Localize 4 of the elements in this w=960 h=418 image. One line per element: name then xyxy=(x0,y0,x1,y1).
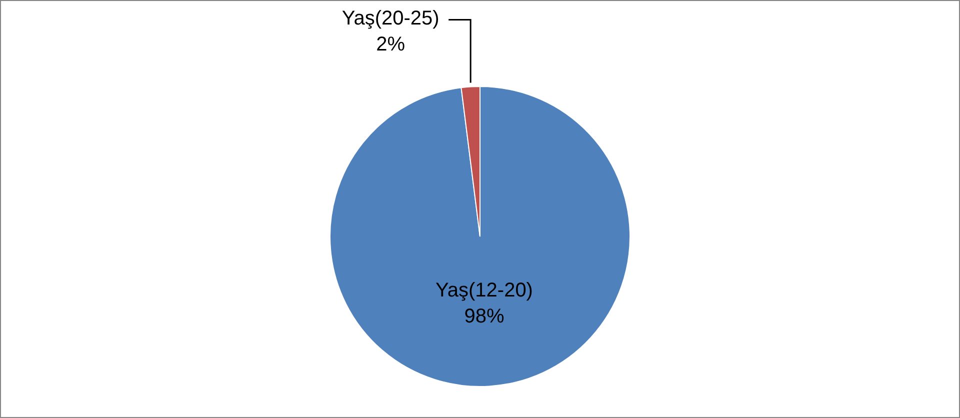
slice-label: Yaş(12-20) xyxy=(436,279,533,302)
data-label: 98% xyxy=(464,305,504,328)
slice-label: Yaş(20-25) xyxy=(342,7,440,30)
data-label: 2% xyxy=(376,33,406,56)
